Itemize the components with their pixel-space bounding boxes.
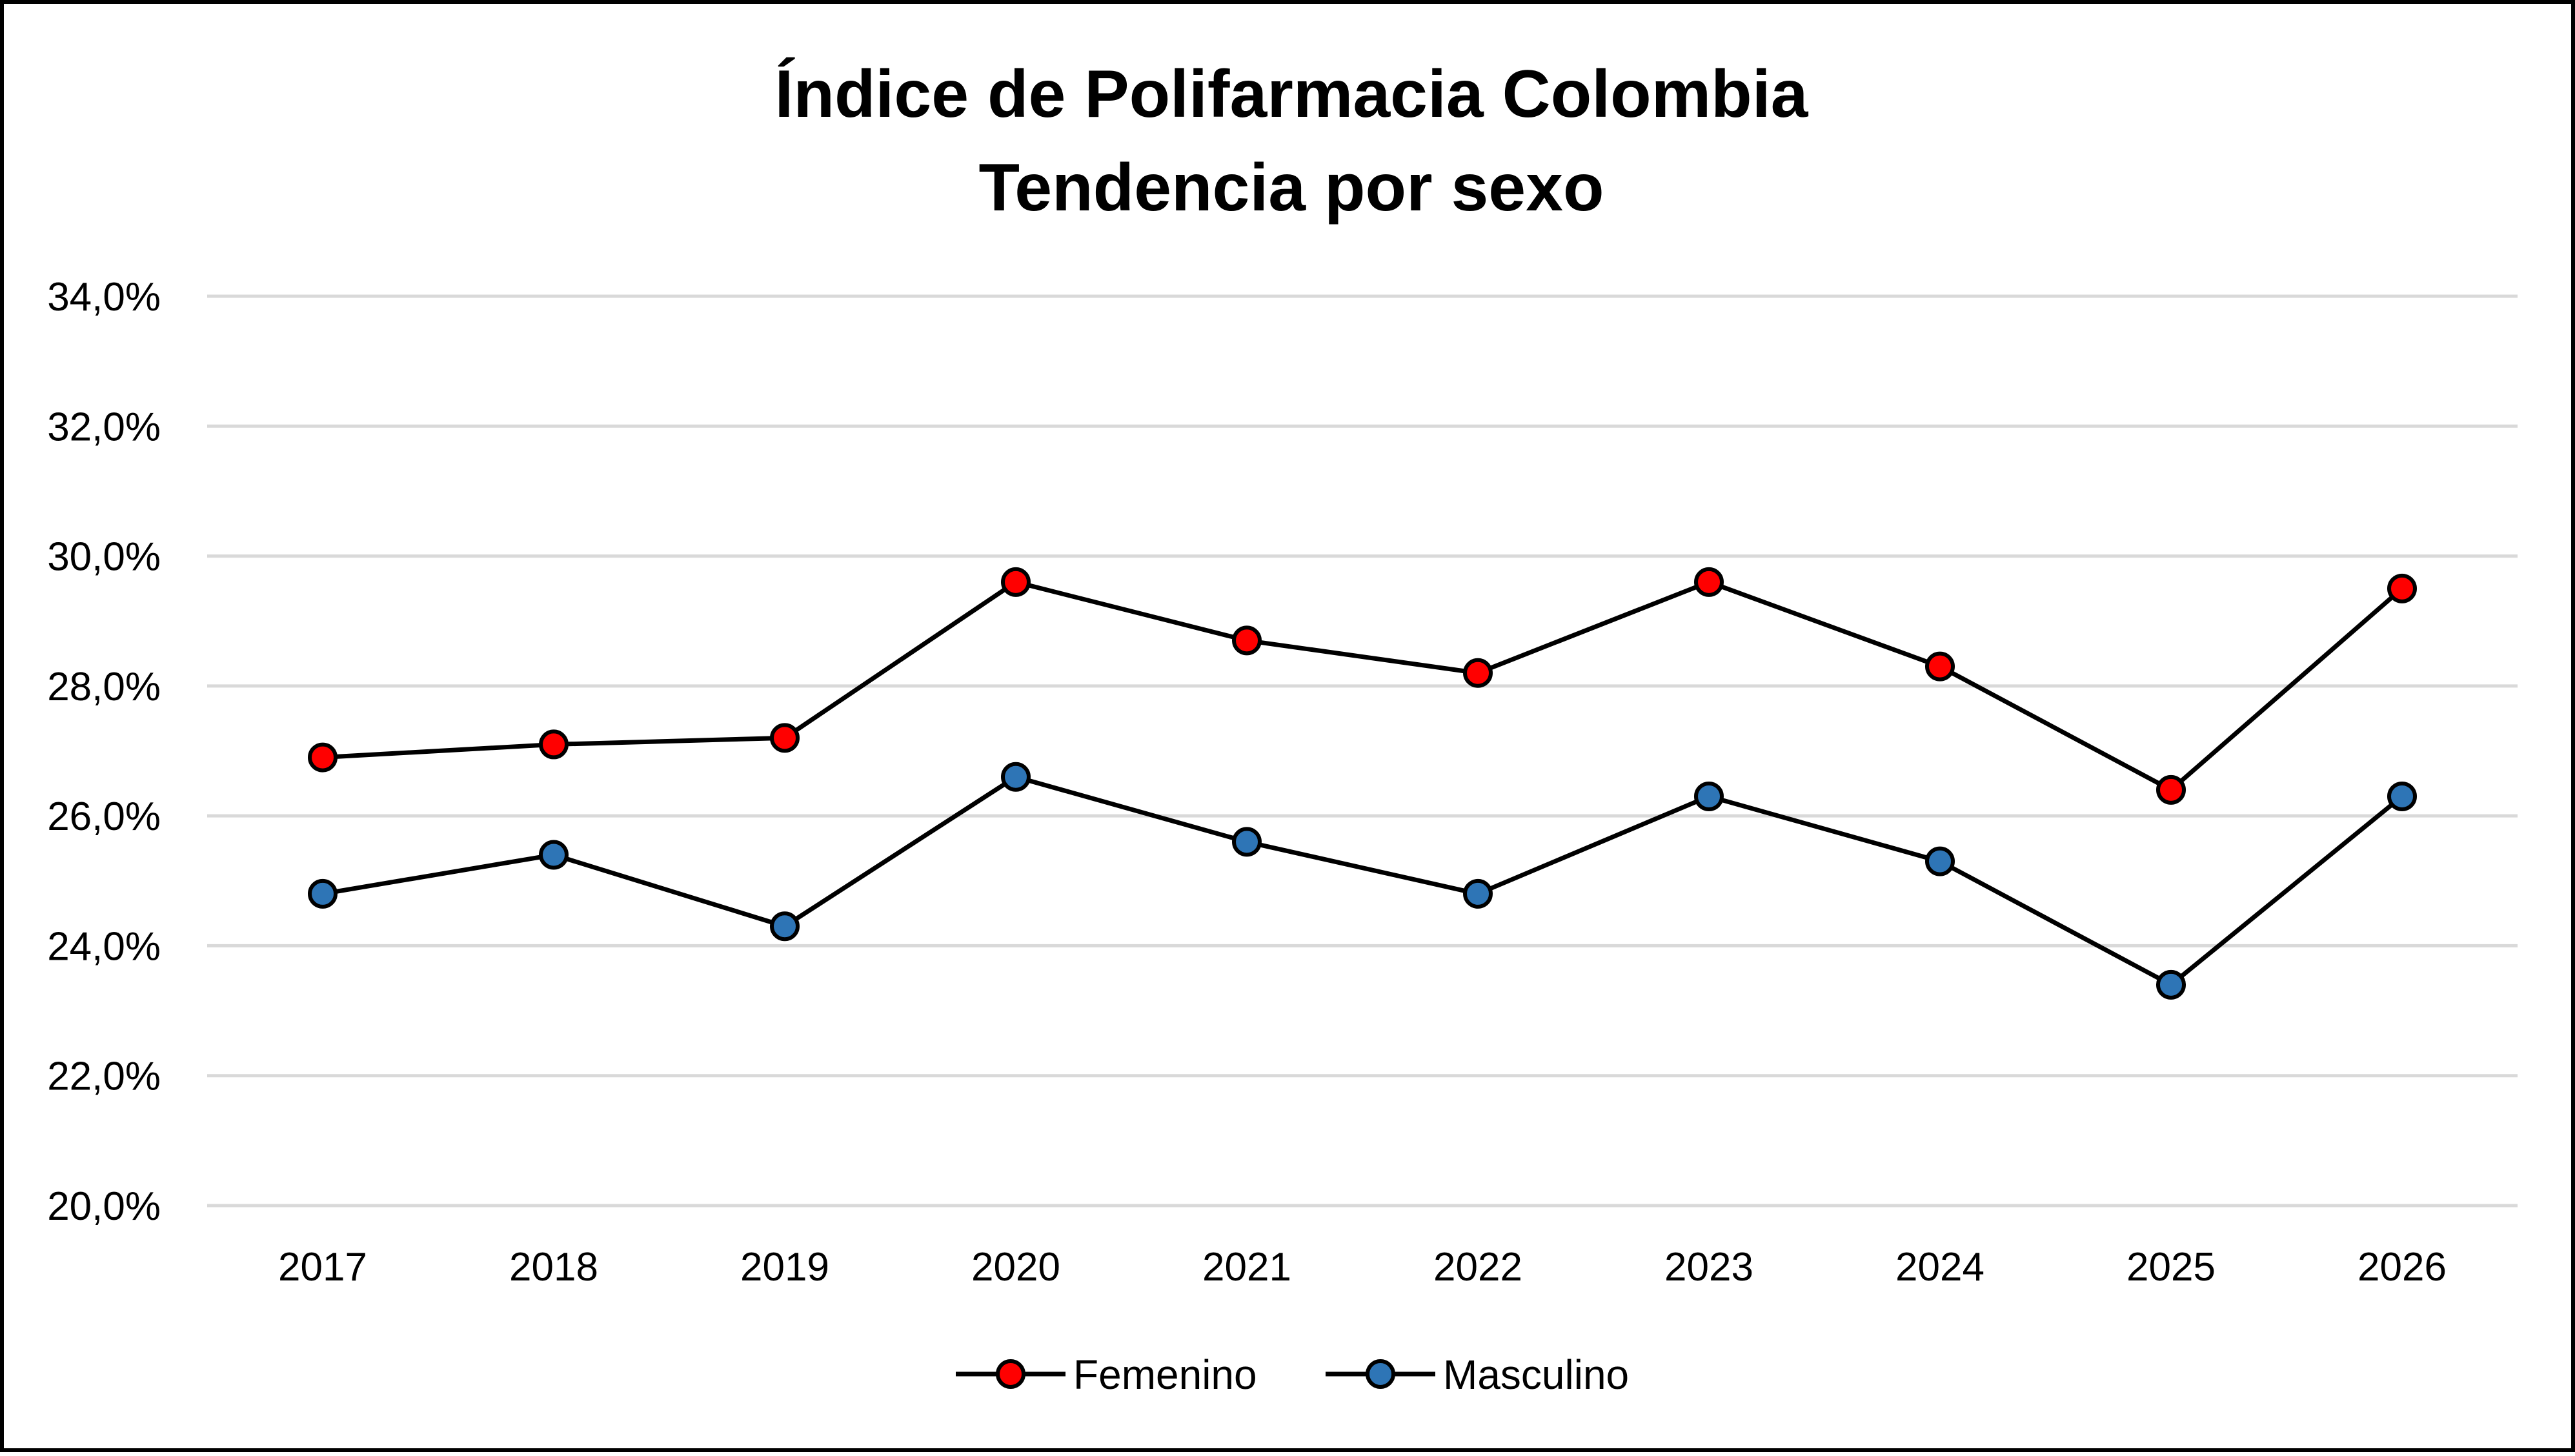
data-point [2387,781,2417,811]
data-point [308,742,338,773]
series-layer [308,567,2417,1000]
x-tick-label: 2019 [740,1245,829,1289]
chart-subtitle: Tendencia por sexo [978,150,1604,225]
data-point [1001,762,1031,792]
y-tick-label: 32,0% [47,405,161,449]
x-tick-label: 2017 [278,1245,367,1289]
y-tick-label: 22,0% [47,1055,161,1099]
legend-marker [996,1359,1025,1389]
data-point [1925,846,1955,876]
chart-title: Índice de Polifarmacia Colombia [775,57,1809,132]
data-point [1232,625,1262,656]
x-tick-label: 2018 [509,1245,598,1289]
data-point [2156,774,2186,805]
series-line [322,580,2404,793]
y-axis-tick-labels: 20,0% 22,0% 24,0% 26,0% 28,0% 30,0% 32,0% 34,0% [47,275,161,1229]
y-tick-label: 34,0% [47,275,161,319]
series-line [322,774,2404,987]
x-tick-label: 2021 [1202,1245,1291,1289]
legend-label: Masculino [1443,1351,1629,1398]
legend-label: Femenino [1073,1351,1257,1398]
y-tick-label: 24,0% [47,924,161,969]
x-tick-label: 2023 [1664,1245,1753,1289]
data-point [539,840,569,870]
data-point [1463,658,1493,688]
series-masculino [308,762,2417,1000]
data-point [1925,651,1955,682]
y-tick-label: 26,0% [47,794,161,839]
data-point [1463,878,1493,909]
line-chart: Índice de Polifarmacia Colombia Tendenci… [47,57,2518,1398]
data-point [308,878,338,909]
y-tick-label: 20,0% [47,1184,161,1229]
data-point [1694,567,1724,597]
grid-layer [207,294,2518,1208]
data-point [1694,781,1724,811]
data-point [1001,567,1031,597]
legend-marker [1366,1359,1395,1389]
legend-item-femenino: Femenino [956,1351,1257,1398]
x-tick-label: 2020 [971,1245,1060,1289]
x-tick-label: 2025 [2126,1245,2216,1289]
x-tick-label: 2026 [2358,1245,2447,1289]
data-point [1232,827,1262,857]
legend-item-masculino: Masculino [1326,1351,1629,1398]
data-point [770,723,800,753]
data-point [539,729,569,760]
data-point [770,911,800,942]
y-tick-label: 28,0% [47,665,161,709]
y-tick-label: 30,0% [47,535,161,580]
legend: Femenino Masculino [956,1351,1629,1398]
data-point [2156,969,2186,1000]
x-tick-label: 2024 [1895,1245,1984,1289]
data-point [2387,573,2417,603]
chart-title-group: Índice de Polifarmacia Colombia Tendenci… [775,57,1809,225]
x-axis-tick-labels: 2017 2018 2019 2020 2021 2022 2023 2024 2025 2026 [278,1245,2447,1289]
x-tick-label: 2022 [1433,1245,1522,1289]
series-femenino [308,567,2417,805]
